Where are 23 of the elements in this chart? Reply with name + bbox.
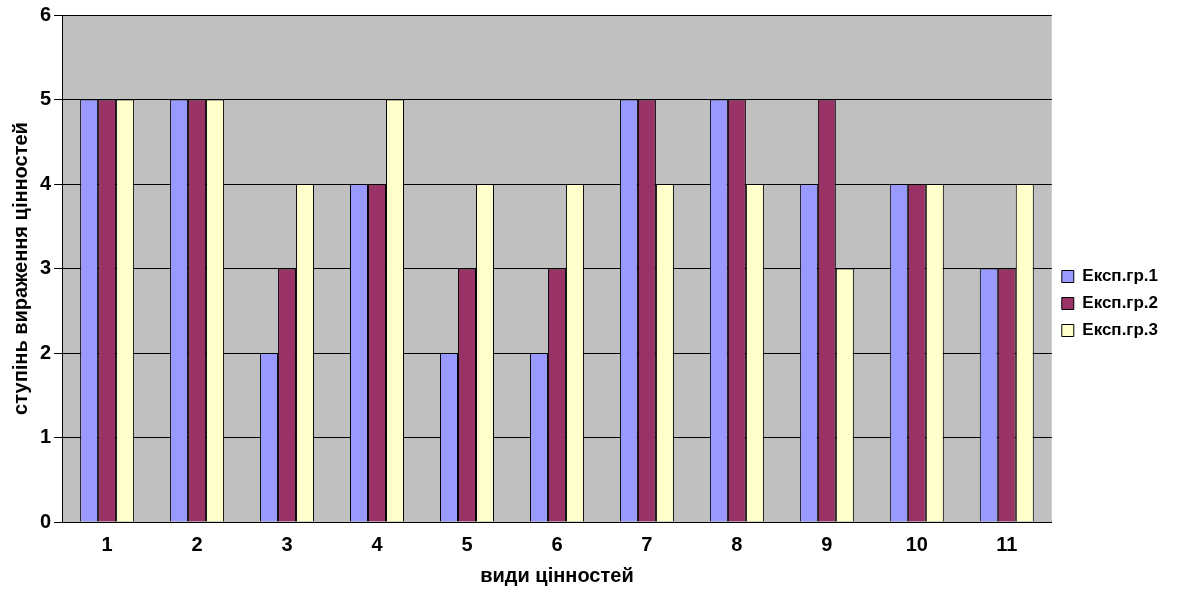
- legend-label: Експ.гр.2: [1082, 293, 1159, 313]
- y-tick-label: 0: [40, 509, 52, 532]
- legend-label: Експ.гр.1: [1082, 266, 1159, 286]
- y-tick-label: 5: [40, 87, 52, 110]
- x-tick-label: 7: [641, 532, 653, 555]
- x-tick-label: 8: [731, 532, 743, 555]
- y-axis-title: ступінь вираження цінностей: [8, 122, 31, 415]
- y-tick-label: 6: [40, 2, 52, 25]
- x-tick-label: 6: [551, 532, 563, 555]
- x-tick-label: 5: [461, 532, 473, 555]
- x-tick-label: 10: [905, 532, 928, 555]
- y-tick-label: 1: [40, 425, 52, 448]
- x-axis-title: види цінностей: [480, 563, 634, 586]
- x-tick-label: 1: [101, 532, 113, 555]
- y-tick-label: 2: [40, 340, 52, 363]
- y-tick-label: 3: [40, 256, 52, 279]
- y-tick-label: 4: [40, 171, 52, 194]
- legend-label: Експ.гр.3: [1082, 320, 1159, 340]
- x-tick-label: 2: [191, 532, 203, 555]
- x-tick-label: 9: [821, 532, 833, 555]
- x-tick-label: 4: [371, 532, 384, 555]
- x-tick-label: 3: [281, 532, 293, 555]
- x-tick-label: 11: [996, 532, 1018, 555]
